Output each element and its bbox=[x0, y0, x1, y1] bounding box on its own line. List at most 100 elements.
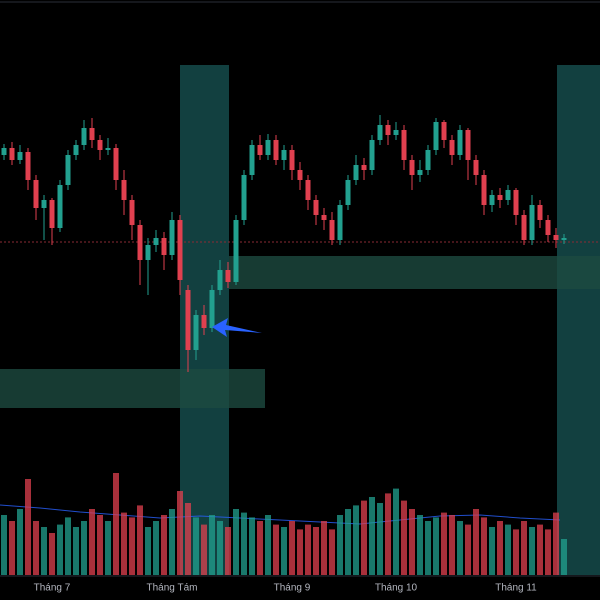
candle-body bbox=[337, 205, 343, 240]
candle-body bbox=[497, 195, 503, 200]
candle-body bbox=[353, 165, 359, 180]
candle-body bbox=[233, 220, 239, 282]
volume-bar bbox=[241, 512, 247, 575]
volume-bar bbox=[481, 517, 487, 575]
volume-bar bbox=[289, 521, 295, 575]
candle-body bbox=[537, 205, 543, 220]
candle-body bbox=[17, 152, 23, 160]
candle-body bbox=[209, 290, 215, 328]
volume-bar bbox=[17, 509, 23, 575]
candle-body bbox=[113, 148, 119, 180]
candle-body bbox=[401, 130, 407, 160]
candle-body bbox=[513, 190, 519, 215]
candle-body bbox=[57, 185, 63, 228]
candle-body bbox=[433, 122, 439, 150]
candle-body bbox=[529, 205, 535, 240]
candle-body bbox=[521, 215, 527, 240]
x-tick-label: Tháng 7 bbox=[34, 583, 71, 594]
candle-body bbox=[49, 200, 55, 228]
volume-bar bbox=[449, 515, 455, 575]
volume-bar bbox=[537, 524, 543, 575]
volume-bar bbox=[377, 503, 383, 575]
candle-body bbox=[473, 160, 479, 175]
volume-bar bbox=[409, 509, 415, 575]
x-tick-label: Tháng Tám bbox=[147, 583, 198, 594]
volume-bar bbox=[169, 509, 175, 575]
volume-bar bbox=[433, 517, 439, 575]
candle-body bbox=[321, 215, 327, 220]
candle-body bbox=[561, 238, 567, 240]
candle-body bbox=[297, 170, 303, 180]
volume-bar bbox=[561, 539, 567, 575]
volume-bar bbox=[113, 473, 119, 575]
candle-body bbox=[1, 148, 7, 155]
candle-body bbox=[449, 140, 455, 155]
volume-bar bbox=[529, 527, 535, 575]
volume-bar bbox=[265, 515, 271, 575]
volume-bar bbox=[393, 488, 399, 575]
candle-body bbox=[505, 190, 511, 200]
candle-body bbox=[169, 220, 175, 255]
candle-body bbox=[73, 145, 79, 155]
volume-bar bbox=[73, 527, 79, 575]
volume-bar bbox=[233, 509, 239, 575]
candle-body bbox=[361, 165, 367, 170]
volume-bar bbox=[121, 512, 127, 575]
volume-bar bbox=[249, 517, 255, 575]
volume-bar bbox=[33, 521, 39, 575]
candle-body bbox=[345, 180, 351, 205]
candle-body bbox=[553, 235, 559, 240]
candle-body bbox=[9, 148, 15, 160]
volume-bar bbox=[361, 500, 367, 575]
volume-bar bbox=[153, 521, 159, 575]
volume-bar bbox=[465, 524, 471, 575]
candle-body bbox=[289, 150, 295, 170]
volume-bar bbox=[385, 493, 391, 575]
volume-bar bbox=[177, 491, 183, 575]
candle-body bbox=[225, 270, 231, 282]
volume-bar bbox=[353, 505, 359, 575]
x-tick-label: Tháng 9 bbox=[274, 583, 311, 594]
volume-bar bbox=[321, 521, 327, 575]
volume-bar bbox=[257, 521, 263, 575]
time-zone bbox=[557, 65, 600, 575]
volume-bar bbox=[89, 509, 95, 575]
candle-body bbox=[465, 130, 471, 160]
volume-bar bbox=[297, 529, 303, 575]
candle-body bbox=[201, 315, 207, 328]
candle-body bbox=[185, 290, 191, 350]
volume-bar bbox=[457, 521, 463, 575]
volume-bar bbox=[137, 505, 143, 575]
volume-bar bbox=[329, 529, 335, 575]
candle-body bbox=[105, 148, 111, 150]
candle-body bbox=[481, 175, 487, 205]
candle-body bbox=[257, 145, 263, 155]
volume-bar bbox=[65, 517, 71, 575]
volume-bar bbox=[25, 479, 31, 575]
candle-body bbox=[393, 130, 399, 135]
candle-body bbox=[489, 195, 495, 205]
arrow bbox=[212, 318, 262, 337]
candle-body bbox=[65, 155, 71, 185]
volume-bar bbox=[425, 521, 431, 575]
candle-body bbox=[249, 145, 255, 175]
volume-bar bbox=[217, 521, 223, 575]
volume-bar bbox=[105, 521, 111, 575]
candle-body bbox=[329, 220, 335, 240]
volume-bar bbox=[337, 515, 343, 575]
price-zone bbox=[229, 256, 600, 289]
candle-body bbox=[313, 200, 319, 215]
volume-bar bbox=[305, 524, 311, 575]
volume-bar bbox=[369, 497, 375, 575]
volume-bar bbox=[401, 500, 407, 575]
candle-body bbox=[129, 200, 135, 225]
volume-bar bbox=[41, 527, 47, 575]
candle-body bbox=[265, 140, 271, 155]
volume-bar bbox=[273, 524, 279, 575]
candle-body bbox=[217, 270, 223, 290]
x-tick-label: Tháng 10 bbox=[375, 583, 418, 594]
volume-bar bbox=[313, 527, 319, 575]
candle-body bbox=[385, 125, 391, 135]
